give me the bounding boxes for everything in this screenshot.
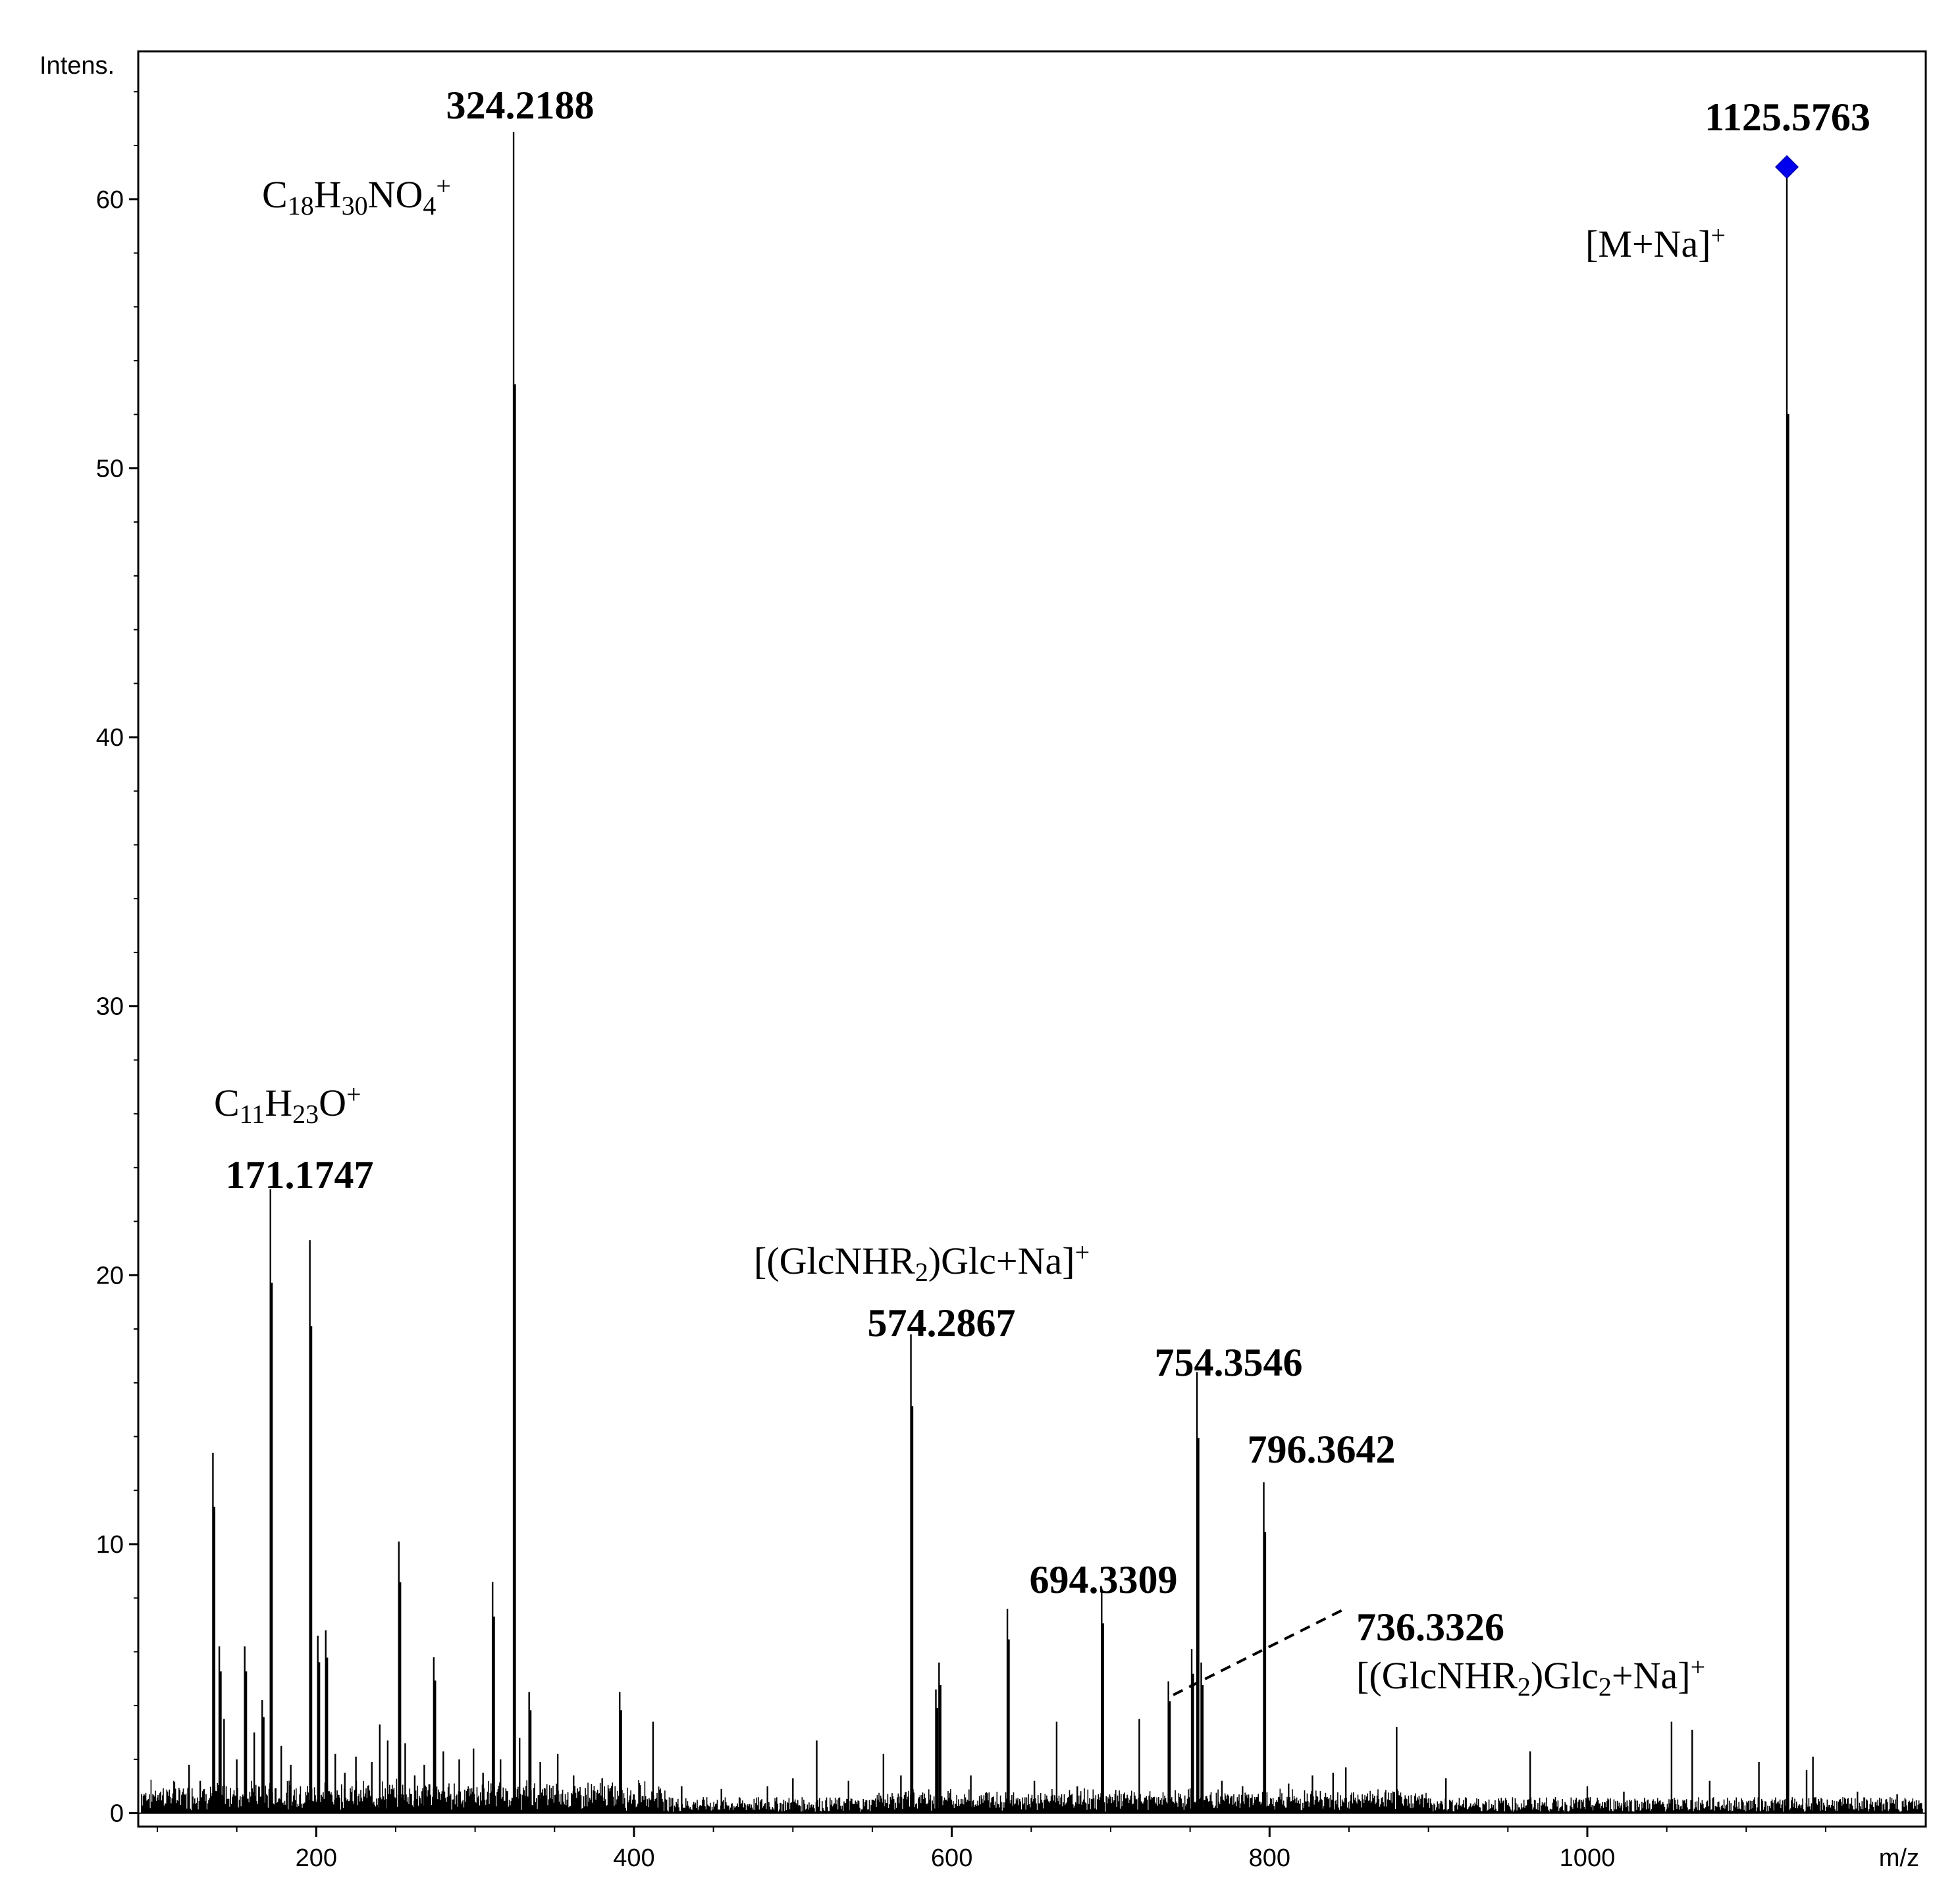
ion-formula-label: C11H23O+ xyxy=(214,1080,361,1129)
y-tick-label: 30 xyxy=(96,993,124,1021)
y-tick-label: 40 xyxy=(96,724,124,752)
plot-frame xyxy=(137,50,1927,1828)
ion-formula-label: [(GlcNHR2)Glc2+Na]+ xyxy=(1356,1652,1705,1702)
y-tick-label: 0 xyxy=(110,1800,124,1828)
peak-mz-label: 694.3309 xyxy=(1030,1558,1178,1601)
y-axis-title: Intens. xyxy=(40,52,115,80)
ion-formula-label: [M+Na]+ xyxy=(1585,221,1726,265)
peaks-layer xyxy=(188,132,1898,1813)
leader-dashed-line xyxy=(1173,1607,1347,1696)
y-tick-label: 50 xyxy=(96,455,124,482)
x-tick-label: 400 xyxy=(613,1844,654,1872)
precursor-diamond-marker xyxy=(1774,155,1799,179)
peak-mz-label: 171.1747 xyxy=(226,1153,374,1197)
y-tick-label: 20 xyxy=(96,1262,124,1289)
x-tick-label: 1000 xyxy=(1560,1844,1616,1872)
peak-mz-label: 324.2188 xyxy=(446,84,595,127)
baseline-noise xyxy=(138,1779,1926,1814)
axes-layer: 0 10 20 30 40 50 60 200 400 600 800 1000 Intens. m/z xyxy=(40,52,1919,1872)
x-axis-title: m/z xyxy=(1879,1844,1919,1872)
y-tick-label: 10 xyxy=(96,1531,124,1559)
noise-trace xyxy=(141,1779,1923,1813)
peak-mz-label: 1125.5763 xyxy=(1705,95,1870,139)
ion-formula-label: C18H30NO4+ xyxy=(262,171,451,221)
peak-mz-label: 796.3642 xyxy=(1248,1428,1396,1471)
annotation-layer: 324.2188 C18H30NO4+ 1125.5763 [M+Na]+ C11H23… xyxy=(214,84,1870,1702)
peak-mz-label: 574.2867 xyxy=(868,1301,1016,1345)
x-tick-label: 200 xyxy=(296,1844,337,1872)
x-tick-label: 800 xyxy=(1249,1844,1290,1872)
peak-mz-label: 754.3546 xyxy=(1155,1341,1303,1384)
ion-formula-label: [(GlcNHR2)Glc+Na]+ xyxy=(754,1237,1090,1287)
peak-mz-label: 736.3326 xyxy=(1356,1605,1504,1649)
y-tick-label: 60 xyxy=(96,186,124,214)
x-tick-label: 600 xyxy=(931,1844,972,1872)
